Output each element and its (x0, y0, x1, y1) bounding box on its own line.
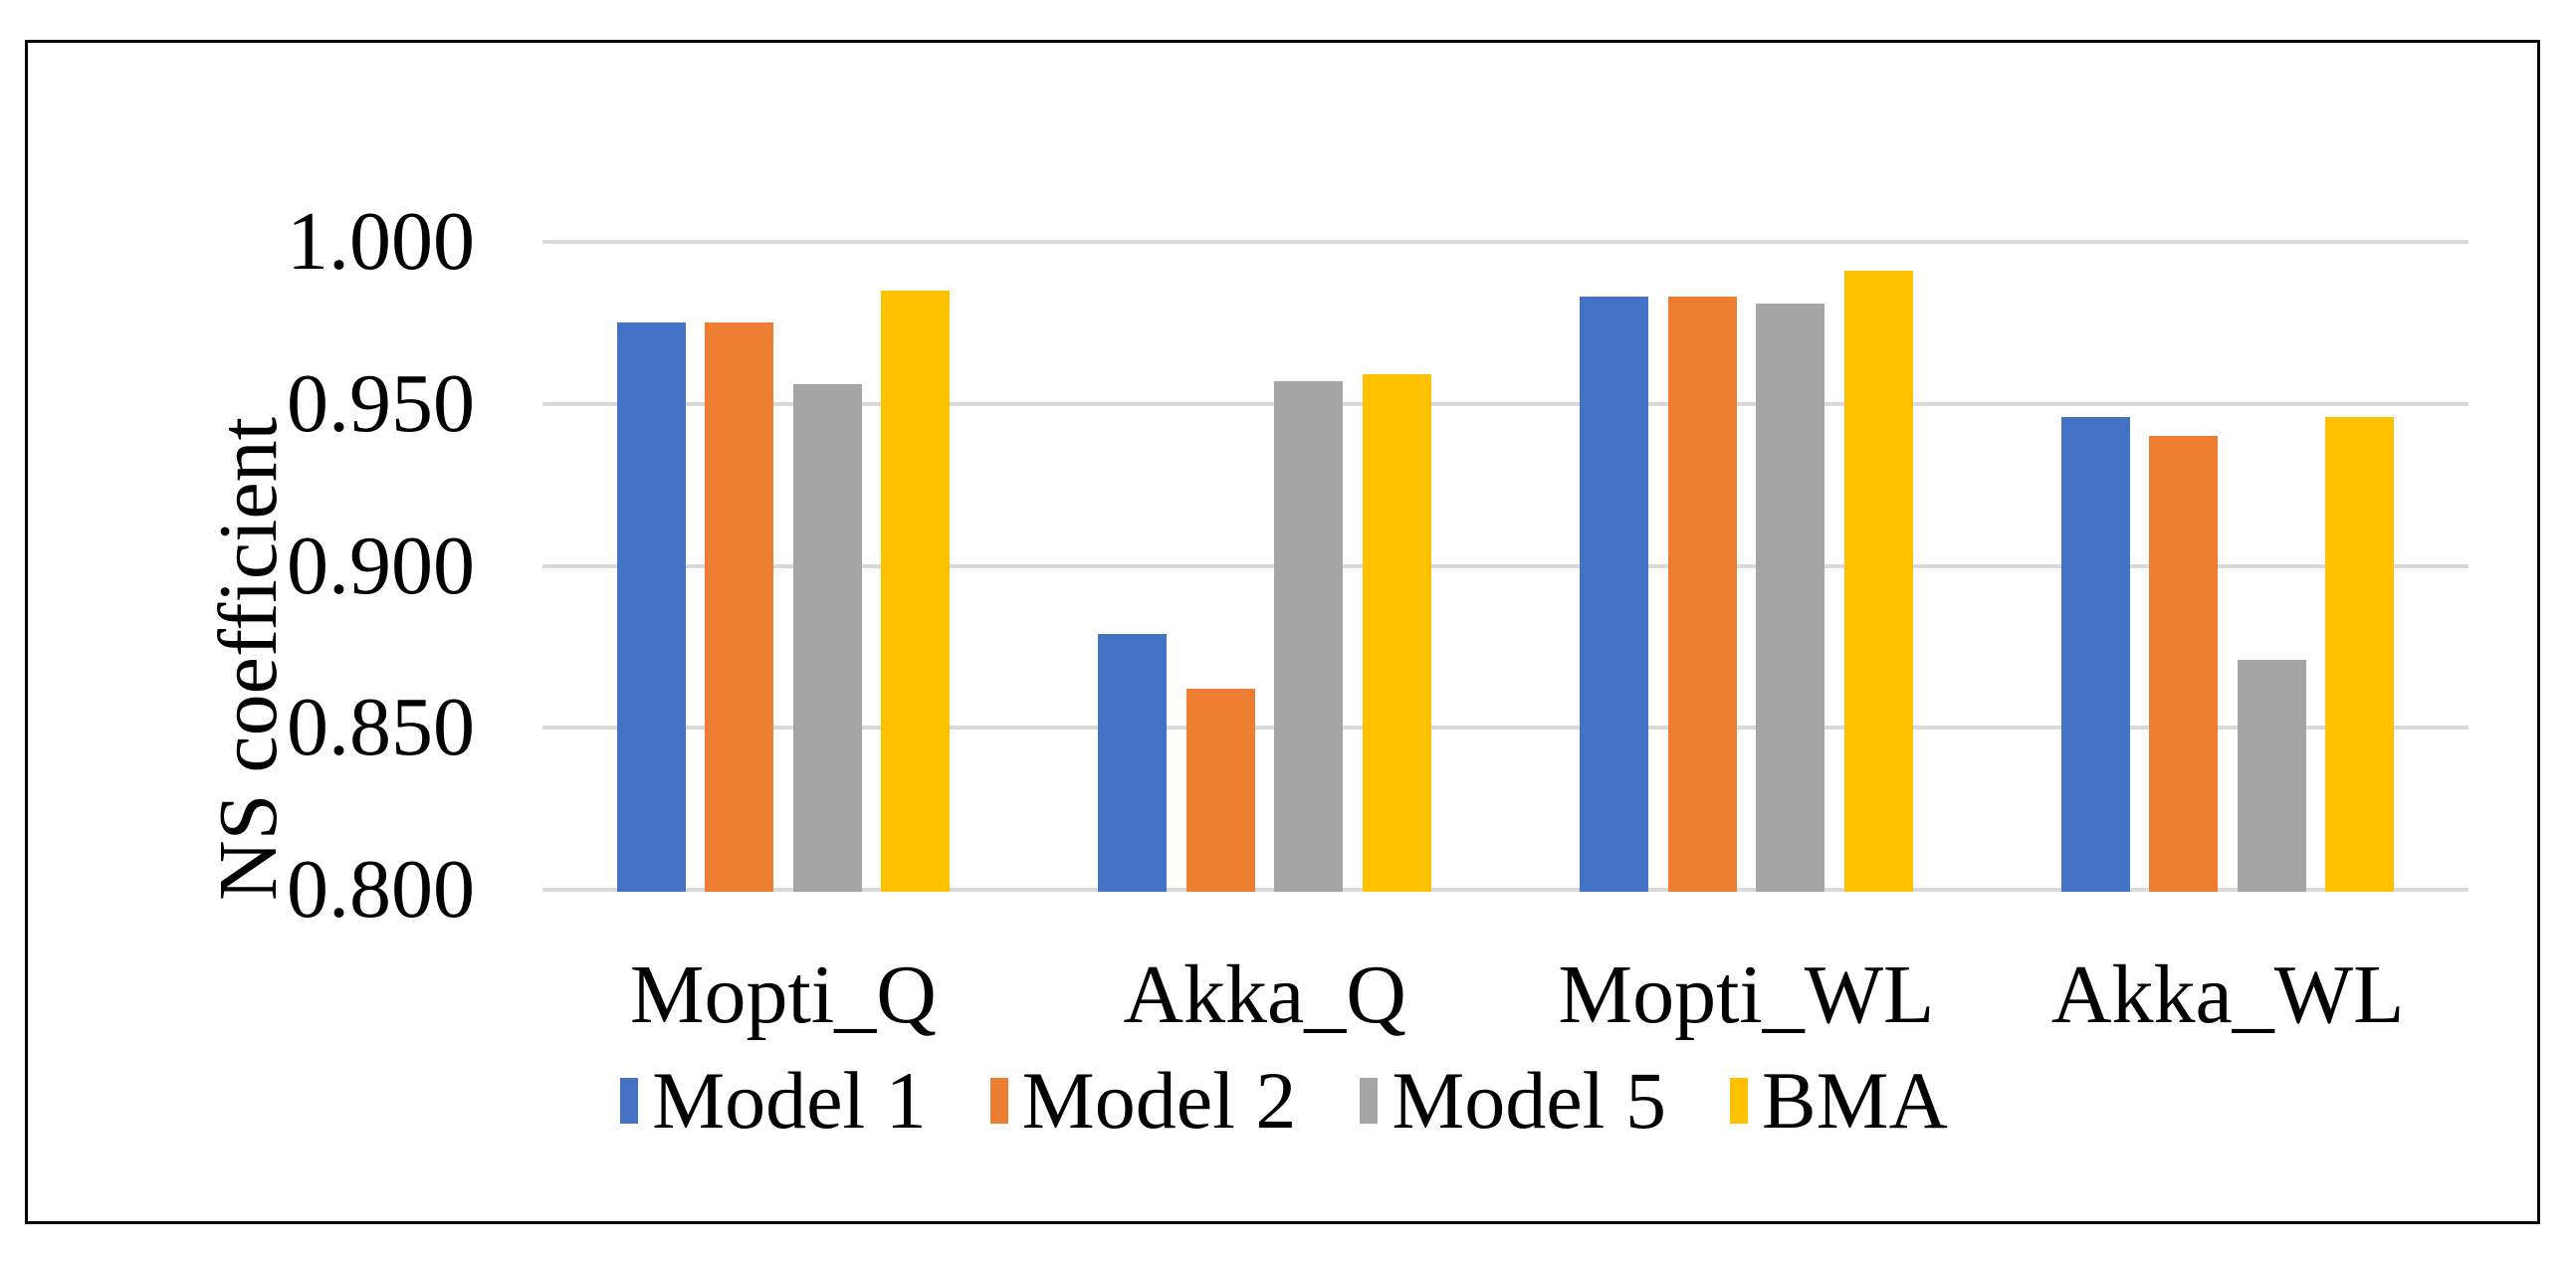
bar-Mopti_Q-model-2 (705, 322, 774, 892)
x-category-label-mopti_q: Mopti_Q (629, 948, 937, 1041)
bar-Mopti_WL-model-2 (1667, 297, 1737, 892)
bar-Akka_WL-model-1 (2060, 416, 2130, 892)
gridline (542, 888, 2469, 892)
legend-item-model-5: Model 5 (1360, 1056, 1666, 1146)
legend: Model 1 Model 2 Model 5 BMA (25, 1053, 2543, 1149)
bar-Akka_WL-model-2 (2149, 436, 2219, 892)
bar-Akka_WL-model-5 (2237, 659, 2306, 892)
bar-Mopti_Q-model-5 (792, 384, 862, 892)
legend-swatch-icon (1360, 1078, 1379, 1124)
legend-item-model-2: Model 2 (989, 1055, 1297, 1146)
y-tick-label: 0.800 (287, 843, 475, 936)
bar-Mopti_WL-model-1 (1580, 297, 1649, 892)
y-tick-label: 0.900 (287, 519, 475, 612)
y-tick-label: 0.850 (287, 681, 475, 774)
bar-Akka_Q-model-2 (1185, 689, 1255, 892)
gridline (542, 563, 2469, 568)
gridline (542, 726, 2469, 731)
y-tick-label: 0.950 (287, 356, 475, 450)
legend-swatch-icon (989, 1078, 1008, 1124)
x-category-label-akka_q: Akka_Q (1123, 948, 1406, 1041)
bar-Akka_Q-model-1 (1098, 633, 1168, 892)
bar-Akka_Q-model-5 (1274, 380, 1344, 892)
x-category-label-mopti_wl: Mopti_WL (1558, 948, 1935, 1041)
legend-swatch-icon (1729, 1078, 1748, 1124)
y-tick-label: 1.000 (287, 195, 475, 288)
gridline (542, 401, 2469, 406)
bar-Akka_WL-bma (2325, 416, 2395, 892)
legend-label: Model 1 (652, 1055, 927, 1146)
bar-Mopti_Q-model-1 (616, 322, 686, 892)
x-category-label-akka_wl: Akka_WL (2050, 948, 2405, 1041)
bar-Akka_Q-bma (1362, 374, 1431, 892)
bar-Mopti_WL-bma (1843, 271, 1913, 892)
legend-label: BMA (1761, 1055, 1948, 1146)
legend-label: Model 2 (1021, 1055, 1297, 1146)
gridline (542, 240, 2469, 244)
legend-item-bma: BMA (1729, 1055, 1948, 1146)
bar-Mopti_Q-bma (881, 290, 951, 892)
legend-swatch-icon (620, 1078, 639, 1124)
legend-label: Model 5 (1392, 1055, 1666, 1146)
bar-Mopti_WL-model-5 (1756, 303, 1825, 892)
legend-item-model-1: Model 1 (620, 1056, 927, 1146)
